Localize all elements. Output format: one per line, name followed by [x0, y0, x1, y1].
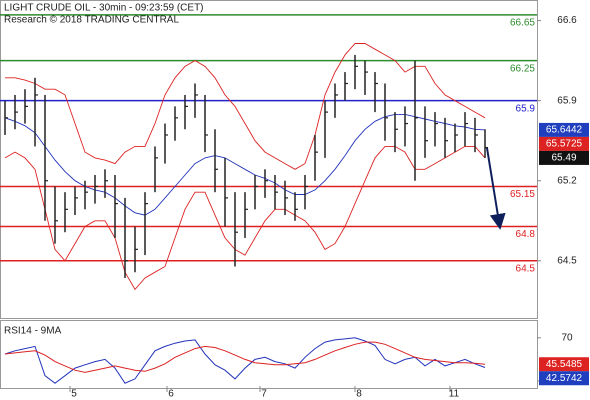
chart-subtitle: Research © 2018 TRADING CENTRAL — [4, 15, 179, 26]
price-box — [539, 150, 589, 165]
level-label: 66.25 — [510, 63, 535, 74]
level-label: 65.9 — [516, 103, 536, 114]
overlay: 66.6566.2565.965.1564.864.564.565.265.96… — [69, 15, 589, 400]
level-label: 64.8 — [516, 229, 536, 240]
x-tick-label: 8 — [356, 389, 362, 400]
rsi-title: RSI14 - 9MA — [4, 326, 62, 337]
rsi-panel — [0, 320, 538, 389]
y-tick-label: 65.2 — [557, 175, 577, 186]
chart-title: LIGHT CRUDE OIL - 30min - 09:23:59 (CET) — [4, 3, 204, 14]
price-box-label: 42.5742 — [546, 373, 583, 384]
price-box — [539, 136, 589, 151]
level-label: 65.15 — [510, 189, 535, 200]
price-box-label: 65.49 — [551, 153, 576, 164]
indicator-line — [4, 145, 486, 291]
x-tick-label: 11 — [449, 389, 460, 400]
price-box-label: 65.6442 — [546, 125, 583, 136]
level-label: 66.65 — [510, 18, 535, 29]
price-plot — [0, 14, 537, 291]
y-tick-label: 70 — [561, 332, 573, 343]
price-box — [539, 371, 589, 386]
forecast-arrow — [486, 147, 506, 230]
indicator-line — [5, 43, 486, 170]
rsi-plot — [4, 337, 486, 384]
rsi-line — [4, 341, 486, 373]
x-tick-label: 6 — [168, 389, 174, 400]
x-tick-label: 5 — [71, 389, 77, 400]
y-tick-label: 64.5 — [557, 255, 577, 266]
x-tick-label: 7 — [261, 389, 267, 400]
price-box-label: 65.5725 — [546, 139, 583, 150]
price-panel — [0, 0, 538, 319]
y-tick-label: 66.6 — [557, 15, 577, 26]
rsi-line — [4, 337, 486, 384]
price-box — [539, 357, 589, 372]
level-label: 64.5 — [516, 263, 536, 274]
y-tick-label: 65.9 — [557, 95, 577, 106]
price-box — [539, 122, 589, 137]
price-box-label: 45.5485 — [546, 359, 583, 370]
